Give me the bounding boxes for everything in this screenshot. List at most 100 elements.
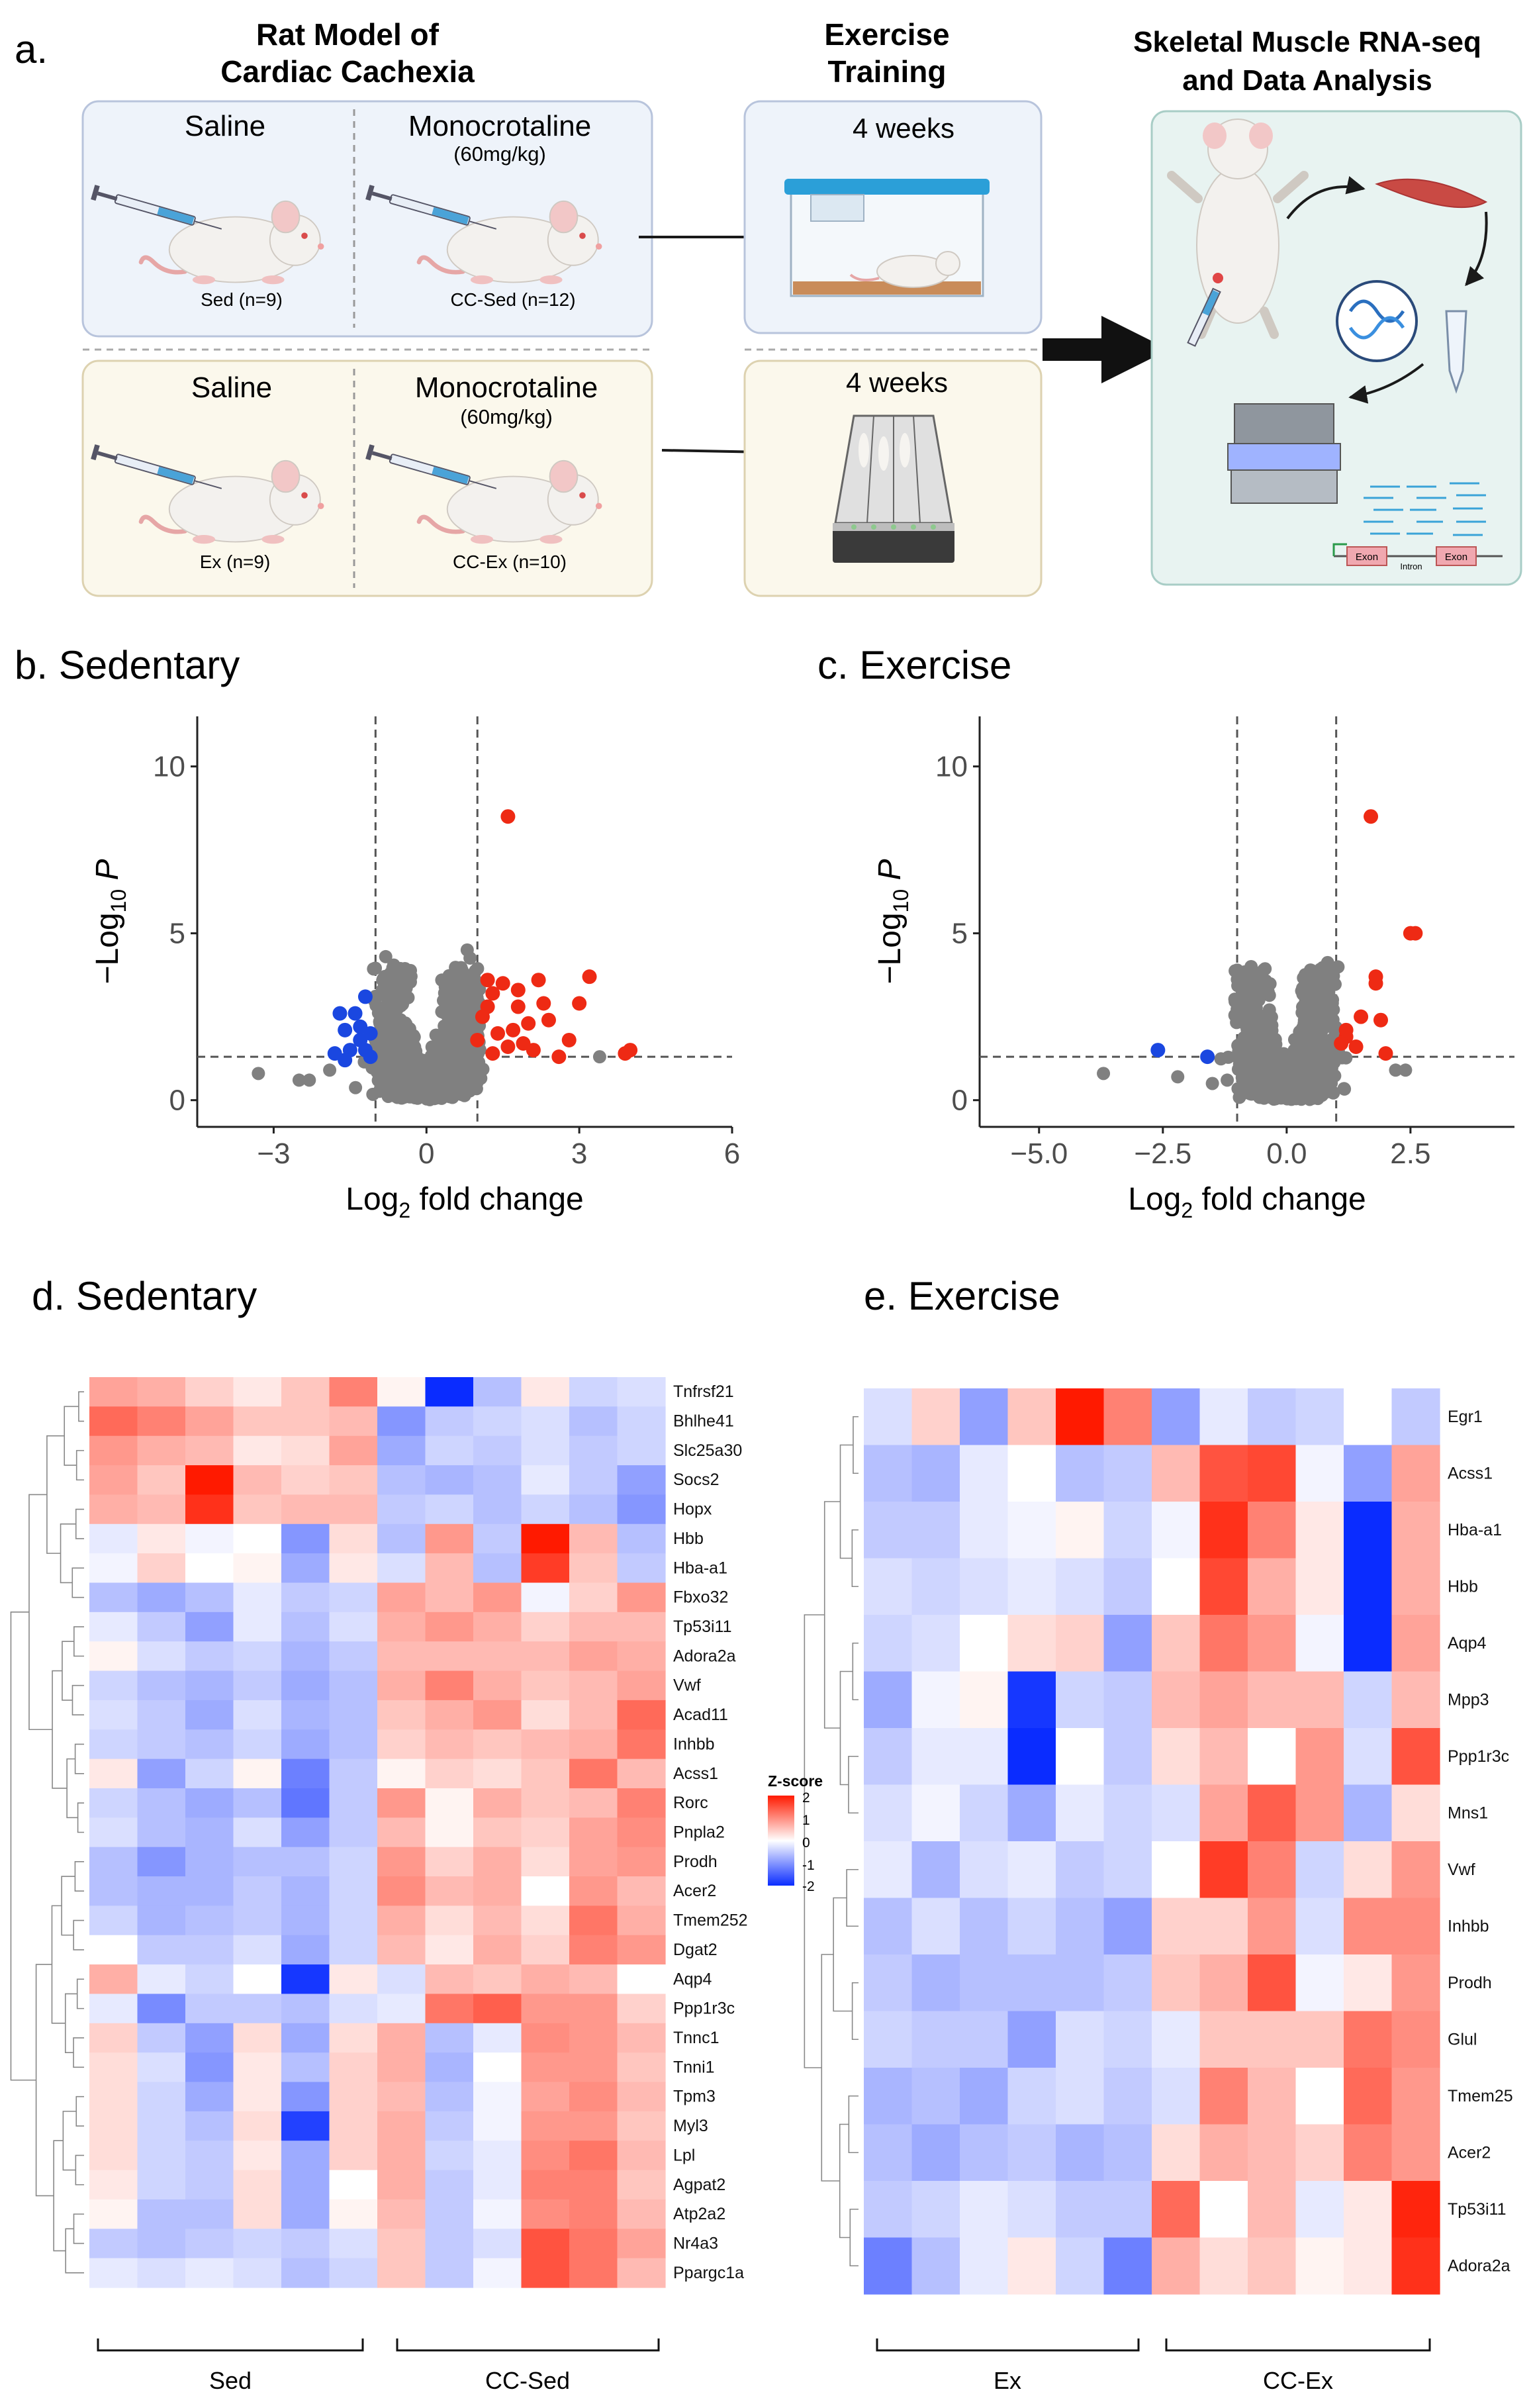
heatmap-cell [233,1788,282,1818]
heatmap-cell [521,1935,570,1965]
heatmap-cell [425,1700,474,1730]
heatmap-cell [281,2170,330,2200]
upregulated-point [521,1016,536,1031]
ns-point [449,1041,463,1055]
heatmap-cell [281,1788,330,1818]
heatmap-cell [137,2052,186,2083]
panel-e-label: e. Exercise [864,1274,1060,1318]
y-tick-label: 10 [153,751,185,783]
heatmap-cell [233,2141,282,2171]
ns-point [1252,1064,1266,1078]
heatmap-cell [521,1905,570,1936]
upregulated-point [618,1046,633,1061]
cc-ex-n-label: CC-Ex (n=10) [453,552,567,572]
bottom-right-mct: Monocrotaline [415,371,598,404]
dendrogram-branch [851,1982,859,2041]
heatmap-cell [473,1582,522,1613]
heatmap-cell [1007,1615,1056,1672]
dendrogram-branch [804,1614,825,2068]
heatmap-cell [1152,1841,1201,1899]
heatmap-cell [1007,2011,1056,2068]
heatmap-cell [1295,1502,1344,1559]
cage-weeks: 4 weeks [853,113,954,144]
heatmap-cell [425,1406,474,1437]
heatmap-cell [329,1523,378,1554]
heatmap-cell [617,1817,666,1848]
heatmap-cell [521,1553,570,1584]
top-right-dose: (60mg/kg) [453,142,546,166]
heatmap-cell [1103,1784,1152,1842]
dendrogram-branch [849,2208,859,2267]
treadmill-illustration [833,414,954,563]
heatmap-cell [1103,1445,1152,1502]
ns-point [1214,1052,1228,1066]
dendrogram-branch [62,2111,77,2171]
heatmap-cell [521,1435,570,1466]
heatmap-cell [473,1700,522,1730]
panel-a: a. Rat Model of Cardiac Cachexia Exercise… [15,17,1522,597]
ns-point [1097,1067,1111,1081]
heatmap-cell [473,1377,522,1407]
heatmap-cell [329,1964,378,1995]
heatmap-cell [569,1435,618,1466]
heatmap-cell [1103,2068,1152,2125]
gene-label: Acss1 [1448,1464,1493,1482]
heatmap-cell [569,2170,618,2200]
dendrogram-branch [75,1508,84,1539]
heatmap-cell [1391,2181,1440,2239]
dendrogram-branch [852,1642,859,1701]
heatmap-cell [864,1671,913,1729]
heatmap-cell [425,1641,474,1672]
title-line: and Data Analysis [1182,64,1432,97]
heatmap-cell [617,1553,666,1584]
x-tick-label: −3 [257,1137,290,1170]
heatmap-cell [521,1994,570,2024]
heatmap-cell [521,1582,570,1613]
dendrogram-branch [833,1897,853,2012]
heatmap-cell [137,1935,186,1965]
ns-point [1309,983,1323,997]
heatmap-cell [521,1494,570,1525]
heatmap-cell [617,2199,666,2229]
gene-label: Prodh [673,1853,718,1871]
bottom-right-dose: (60mg/kg) [460,405,553,428]
heatmap-cell [137,2229,186,2259]
heatmap-cell [89,1523,138,1554]
heatmap-cell [617,2023,666,2053]
heatmap-cell [569,1553,618,1584]
heatmap-cell [425,1935,474,1965]
gene-label: Mns1 [1448,1804,1488,1822]
heatmap-cell [185,1494,234,1525]
gene-label: Myl3 [673,2117,708,2135]
upregulated-point [1334,1035,1349,1051]
heatmap-cell [1391,1898,1440,1955]
heatmap-cell [1103,1671,1152,1729]
ns-point [1319,970,1333,984]
heatmap-cell [137,1817,186,1848]
heatmap-cell [1295,2181,1344,2239]
heatmap-cell [89,1377,138,1407]
heatmap-cell [233,1964,282,1995]
gene-label: Tnni1 [673,2058,715,2076]
y-tick-label: 10 [935,751,968,783]
gene-label: Vwf [1448,1860,1475,1879]
sed-group-bracket: Sed [97,2338,364,2394]
heatmap-cell [377,2229,426,2259]
heatmap-cell [185,1935,234,1965]
heatmap-cell [473,1817,522,1848]
heatmap-cell [617,2082,666,2112]
dendrogram-branch [75,2095,84,2127]
heatmap-cell [233,1406,282,1437]
heatmap-cell [233,1612,282,1642]
upregulated-point [561,1032,577,1047]
y-tick-label: 0 [952,1084,968,1117]
bottom-left-saline: Saline [191,371,272,404]
heatmap-cell [960,2181,1009,2239]
gene-label: Socs2 [673,1470,719,1489]
heatmap-cell [185,1964,234,1995]
x-axis-title: Log2 fold change [1128,1182,1366,1222]
heatmap-cell [185,1406,234,1437]
heatmap-cell [1103,1388,1152,1446]
heatmap-cell [1344,1388,1393,1446]
y-title-subscript: 10 [889,889,913,913]
